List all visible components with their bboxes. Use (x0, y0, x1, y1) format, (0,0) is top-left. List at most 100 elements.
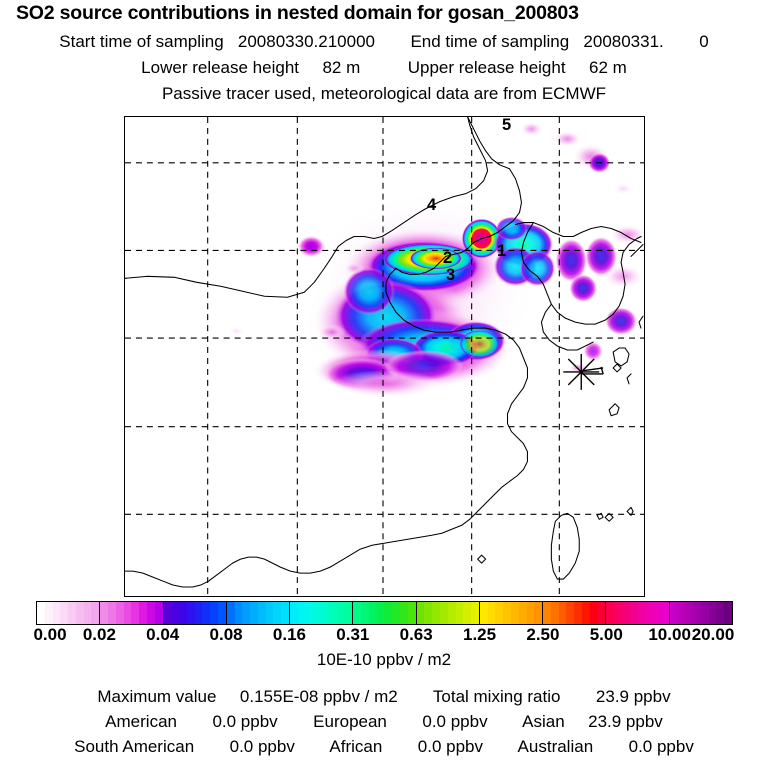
colorbar-bin-0.63-1.25 (416, 602, 480, 624)
colorbar-step (693, 602, 701, 624)
region-australian-value: 0.0 ppbv (628, 737, 694, 756)
colorbar-bin-2.50-5.00 (543, 602, 607, 624)
colorbar-step (677, 602, 686, 624)
colorbar-step (52, 602, 61, 624)
colorbar-step (281, 602, 290, 624)
map-gridlines (125, 117, 644, 596)
total-mixing-label: Total mixing ratio (432, 687, 561, 706)
colorbar-step (44, 602, 53, 624)
colorbar-step (154, 602, 163, 624)
region-asian-label: Asian (522, 712, 565, 731)
colorbar-step (194, 602, 203, 624)
colorbar-step (407, 602, 416, 624)
colorbar-tick-0.16: 0.16 (272, 625, 306, 644)
colorbar-step (115, 602, 124, 624)
colorbar-step (582, 602, 590, 624)
colorbar-tick-0.31: 0.31 (336, 625, 370, 644)
colorbar-tick-1.25: 1.25 (462, 625, 497, 644)
colorbar-step (543, 602, 551, 624)
colorbar-tick-0.00: 0.00 (33, 625, 67, 644)
lower-release-value: 82 m (322, 58, 361, 77)
region-african-value: 0.0 ppbv (417, 737, 484, 756)
colorbar-step (328, 602, 337, 624)
colorbar-step (392, 602, 401, 624)
colorbar-step (479, 602, 488, 624)
colorbar-step (83, 602, 92, 624)
region-african-label: African (329, 737, 383, 756)
max-value-label: Maximum value (97, 687, 217, 706)
colorbar-step (210, 602, 218, 624)
release-height-line: Lower release height 82 m Upper release … (0, 58, 768, 78)
colorbar-step (400, 602, 408, 624)
region-australian-label: Australian (517, 737, 594, 756)
start-time-value: 20080330.210000 (237, 32, 375, 51)
map-svg (125, 117, 644, 596)
colorbar-step (100, 602, 109, 624)
page-title: SO2 source contributions in nested domai… (16, 2, 579, 24)
colorbar-step (368, 602, 377, 624)
colorbar-step (384, 602, 393, 624)
colorbar-step (361, 602, 369, 624)
colorbar-bin-1.25-2.50 (479, 602, 544, 624)
tracer-note: Passive tracer used, meteorological data… (161, 84, 607, 103)
region-american-value: 0.0 ppbv (212, 712, 278, 731)
colorbar-tick-2.50: 2.50 (526, 625, 560, 644)
colorbar-step (68, 602, 76, 624)
colorbar-step (708, 602, 717, 624)
colorbar-step (597, 602, 606, 624)
coastlines (125, 117, 644, 588)
colorbar-step (179, 602, 187, 624)
colorbar-step (558, 602, 567, 624)
region-south-american-value: 0.0 ppbv (229, 737, 295, 756)
colorbar-step (589, 602, 598, 624)
map-canvas: 1 2 3 4 5 (125, 117, 644, 596)
colorbar-step (139, 602, 147, 624)
colorbar-step (495, 602, 504, 624)
colorbar-step (131, 602, 140, 624)
colorbar-step (234, 602, 243, 624)
colorbar-step (37, 602, 45, 624)
region-south-american-label: South American (74, 737, 195, 756)
end-time-value: 20080331. (583, 32, 664, 51)
colorbar-step (526, 602, 535, 624)
colorbar-step (700, 602, 709, 624)
colorbar-step (75, 602, 84, 624)
colorbar-step (321, 602, 329, 624)
region-american-label: American (105, 712, 177, 731)
max-value: 0.155E-08 ppbv / m2 (239, 687, 398, 706)
colorbar-bin-0.16-0.31 (290, 602, 354, 624)
receptor-star-icon (563, 354, 604, 390)
colorbar-step (463, 602, 472, 624)
colorbar-tick-0.04: 0.04 (146, 625, 180, 644)
colorbar-step (416, 602, 425, 624)
colorbar-bin-10.00-20.00 (669, 602, 732, 624)
colorbar-bin-0.00-0.02 (37, 602, 101, 624)
colorbar-step (669, 602, 678, 624)
colorbar[interactable] (36, 601, 733, 625)
map-label-2: 2 (443, 249, 453, 267)
colorbar-step (353, 602, 362, 624)
upper-release-label: Upper release height (407, 58, 566, 77)
footer-region-line-2: South American 0.0 ppbv African 0.0 ppbv… (0, 737, 768, 757)
region-european-label: European (313, 712, 387, 731)
footer-max-line: Maximum value 0.155E-08 ppbv / m2 Total … (0, 687, 768, 707)
colorbar-step (242, 602, 251, 624)
colorbar-step (250, 602, 258, 624)
total-mixing-value: 23.9 ppbv (595, 687, 671, 706)
region-european-value: 0.0 ppbv (422, 712, 488, 731)
footer-region-line-1: American 0.0 ppbv European 0.0 ppbv Asia… (0, 712, 768, 732)
colorbar-step (60, 602, 69, 624)
colorbar-step (202, 602, 211, 624)
colorbar-step (336, 602, 345, 624)
colorbar-step (487, 602, 496, 624)
start-time-label: Start time of sampling (59, 32, 224, 51)
colorbar-step (108, 602, 116, 624)
sampling-time-line: Start time of sampling 20080330.210000 E… (0, 32, 768, 52)
colorbar-step (91, 602, 100, 624)
colorbar-step (226, 602, 235, 624)
colorbar-ticks: 0.00 0.02 0.04 0.08 0.16 0.31 0.63 1.25 2.50 5.00… (0, 625, 768, 647)
lower-release-label: Lower release height (141, 58, 299, 77)
colorbar-step (163, 602, 172, 624)
map-panel[interactable]: 1 2 3 4 5 (124, 116, 645, 597)
